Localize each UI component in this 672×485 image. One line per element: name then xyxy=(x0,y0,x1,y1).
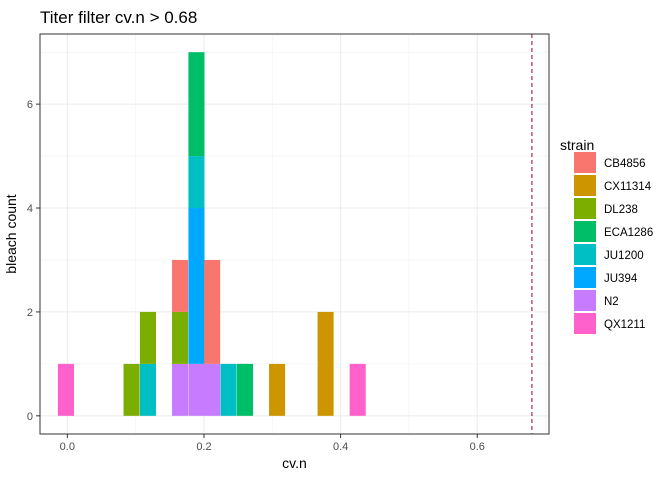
bar-segment-ju1200 xyxy=(220,363,237,416)
bar-segment-dl238 xyxy=(139,311,156,364)
bar-segment-qx1211 xyxy=(349,363,366,416)
legend-swatch-eca1286 xyxy=(574,221,596,242)
legend-label: JU1200 xyxy=(604,250,644,262)
bar-segment-n2 xyxy=(204,363,221,416)
bar-segment-ju1200 xyxy=(139,363,156,416)
bar-segment-dl238 xyxy=(123,363,140,416)
bar-segment-eca1286 xyxy=(188,52,205,157)
x-tick-label: 0.0 xyxy=(60,441,75,453)
bar-segment-cx11314 xyxy=(317,311,334,416)
legend-label: JU394 xyxy=(604,273,638,285)
legend-swatch-ju1200 xyxy=(574,244,596,265)
x-tick-label: 0.2 xyxy=(196,441,211,453)
legend-swatch-ju394 xyxy=(574,267,596,288)
bar-segment-dl238 xyxy=(172,311,189,364)
grid-minor xyxy=(40,34,549,434)
plot-border xyxy=(39,33,550,435)
y-axis: 0 2 4 6 xyxy=(27,99,40,423)
bar-segment-n2 xyxy=(188,363,205,416)
bar-segment-cb4856 xyxy=(172,259,189,312)
bar-segment-cx11314 xyxy=(269,363,286,416)
bars xyxy=(57,52,366,416)
x-axis-title: cv.n xyxy=(282,455,307,471)
legend-title: strain xyxy=(560,137,594,153)
bar-segment-ju1200 xyxy=(188,156,205,209)
bar-segment-eca1286 xyxy=(236,363,253,416)
plot-panel xyxy=(39,33,550,435)
bar-segment-cb4856 xyxy=(204,259,221,364)
y-tick-label: 6 xyxy=(27,99,33,111)
legend: strain CB4856 CX11314 DL238 ECA1286 JU1200 JU… xyxy=(560,137,653,334)
x-tick-label: 0.4 xyxy=(333,441,348,453)
y-tick-label: 4 xyxy=(27,203,33,215)
legend-label: N2 xyxy=(604,296,619,308)
legend-label: CX11314 xyxy=(604,181,652,193)
bar-segment-ju394 xyxy=(188,208,205,364)
legend-label: CB4856 xyxy=(604,158,646,170)
chart-title: Titer filter cv.n > 0.68 xyxy=(40,8,197,27)
bar-segment-n2 xyxy=(172,363,189,416)
legend-swatch-qx1211 xyxy=(574,313,596,334)
x-tick-label: 0.6 xyxy=(470,441,485,453)
x-axis: 0.0 0.2 0.4 0.6 xyxy=(60,434,485,453)
y-tick-label: 2 xyxy=(27,307,33,319)
y-tick-label: 0 xyxy=(27,411,33,423)
legend-label: ECA1286 xyxy=(604,227,653,239)
bar-segment-qx1211 xyxy=(57,363,74,416)
legend-swatch-cb4856 xyxy=(574,152,596,173)
legend-swatch-n2 xyxy=(574,290,596,311)
legend-label: DL238 xyxy=(604,204,638,216)
legend-swatch-dl238 xyxy=(574,198,596,219)
legend-swatch-cx11314 xyxy=(574,175,596,196)
y-axis-title: bleach count xyxy=(3,194,19,274)
legend-label: QX1211 xyxy=(604,319,645,331)
